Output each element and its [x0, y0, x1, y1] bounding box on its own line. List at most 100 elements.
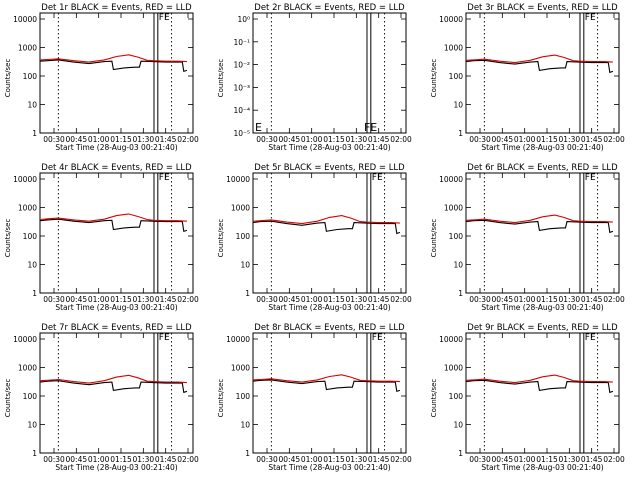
series-line-lld [465, 374, 613, 384]
y-tick-label: 10 [240, 261, 250, 270]
x-tick-label: 02:00 [603, 135, 625, 144]
x-tick-label: 00:45 [492, 135, 514, 144]
x-axis-label: Start Time (28-Aug-03 00:21:40) [268, 303, 390, 312]
x-tick-label: 00:30 [256, 455, 278, 464]
x-tick-label: 01:15 [323, 295, 345, 304]
series-line-events [252, 379, 401, 393]
x-axis-label: Start Time (28-Aug-03 00:21:40) [55, 143, 177, 152]
y-axis-label: Counts/sec [4, 219, 12, 258]
y-axis-label: Counts/sec [217, 379, 225, 418]
y-tick-label: 10 [453, 261, 463, 270]
y-tick-label: 10 [27, 261, 37, 270]
x-tick-label: 01:45 [155, 295, 177, 304]
x-tick-label: 01:45 [581, 295, 603, 304]
x-tick-label: 00:45 [66, 135, 88, 144]
y-tick-label: 10000 [439, 335, 463, 344]
x-axis-label: Start Time (28-Aug-03 00:21:40) [481, 463, 603, 472]
panel-det-5: Det 5r BLACK = Events, RED = LLD Counts/s… [217, 163, 412, 312]
y-axis-label: Counts/sec [430, 379, 438, 418]
panel-title: Det 6r BLACK = Events, RED = LLD [467, 163, 618, 173]
y-tick-label: 1000 [18, 204, 37, 213]
x-tick-label: 01:15 [110, 295, 132, 304]
x-tick-label: 00:30 [256, 135, 278, 144]
x-tick-label: 01:30 [559, 295, 581, 304]
x-axis-label: Start Time (28-Aug-03 00:21:40) [55, 303, 177, 312]
y-tick-label: 10⁻¹ [233, 38, 250, 47]
y-tick-label: 1000 [444, 364, 463, 373]
plot-frame [465, 12, 620, 134]
x-tick-label: 00:45 [279, 295, 301, 304]
e-label: E [255, 121, 262, 134]
y-tick-label: 100 [449, 392, 464, 401]
y-tick-label: 100 [23, 392, 38, 401]
y-tick-label: 10 [27, 421, 37, 430]
series-line-lld [465, 54, 613, 64]
x-tick-label: 01:30 [133, 455, 155, 464]
x-tick-label: 01:45 [368, 295, 390, 304]
panel-title: Det 5r BLACK = Events, RED = LLD [254, 163, 405, 173]
x-axis-label: Start Time (28-Aug-03 00:21:40) [268, 143, 390, 152]
x-tick-label: 01:45 [368, 455, 390, 464]
x-tick-label: 01:00 [88, 455, 110, 464]
y-tick-label: 10000 [13, 15, 37, 24]
panel-title: Det 4r BLACK = Events, RED = LLD [41, 163, 192, 173]
x-tick-label: 01:15 [110, 455, 132, 464]
y-axis-label: Counts/sec [430, 219, 438, 258]
x-tick-label: 00:45 [279, 455, 301, 464]
fe-label: FE [585, 173, 596, 183]
plot-frame [252, 332, 407, 454]
series-line-lld [465, 214, 613, 224]
y-tick-label: 10000 [13, 335, 37, 344]
fe-label: FE [159, 333, 170, 343]
plot-frame [39, 172, 194, 294]
panel-det-4: Det 4r BLACK = Events, RED = LLD Counts/s… [4, 163, 199, 312]
x-tick-label: 02:00 [390, 135, 412, 144]
panel-det-9: Det 9r BLACK = Events, RED = LLD Counts/s… [430, 323, 625, 472]
panel-det-6: Det 6r BLACK = Events, RED = LLD Counts/s… [430, 163, 625, 312]
x-tick-label: 02:00 [603, 455, 625, 464]
x-tick-label: 01:30 [346, 135, 368, 144]
x-tick-label: 02:00 [177, 135, 199, 144]
y-tick-label: 10⁻⁴ [233, 106, 250, 115]
y-tick-label: 1000 [444, 204, 463, 213]
fe-label: FE [585, 333, 596, 343]
series-line-lld [39, 54, 187, 63]
y-tick-label: 1000 [18, 44, 37, 53]
series-line-lld [252, 215, 400, 225]
y-tick-label: 10000 [226, 335, 250, 344]
series-line-events [39, 59, 188, 73]
x-tick-label: 00:30 [43, 135, 65, 144]
series-line-lld [39, 213, 187, 222]
x-tick-label: 01:30 [346, 455, 368, 464]
x-tick-label: 01:00 [514, 455, 536, 464]
plot-frame [39, 332, 194, 454]
y-tick-label: 100 [236, 392, 251, 401]
x-tick-label: 01:15 [323, 135, 345, 144]
y-tick-label: 10000 [439, 15, 463, 24]
x-axis-label: Start Time (28-Aug-03 00:21:40) [268, 463, 390, 472]
y-tick-label: 1000 [444, 44, 463, 53]
x-tick-label: 01:30 [346, 295, 368, 304]
x-tick-label: 00:30 [469, 455, 491, 464]
x-tick-label: 01:45 [155, 135, 177, 144]
x-tick-label: 01:30 [559, 455, 581, 464]
x-tick-label: 01:00 [301, 455, 323, 464]
x-tick-label: 00:45 [492, 455, 514, 464]
y-tick-label: 10 [453, 421, 463, 430]
fe-label: FE [372, 333, 383, 343]
x-tick-label: 02:00 [390, 455, 412, 464]
x-tick-label: 01:15 [536, 135, 558, 144]
fe-label: FE [364, 121, 377, 134]
series-line-events [465, 219, 614, 234]
series-line-events [39, 380, 188, 394]
x-tick-label: 01:30 [559, 135, 581, 144]
x-tick-label: 00:45 [66, 455, 88, 464]
x-tick-label: 01:15 [536, 455, 558, 464]
fe-label: FE [159, 13, 170, 23]
y-axis-label: Counts/sec [430, 59, 438, 98]
series-line-lld [39, 374, 187, 384]
y-tick-label: 1 [458, 449, 463, 458]
x-tick-label: 02:00 [177, 455, 199, 464]
x-tick-label: 01:45 [581, 455, 603, 464]
series-line-events [252, 220, 401, 235]
